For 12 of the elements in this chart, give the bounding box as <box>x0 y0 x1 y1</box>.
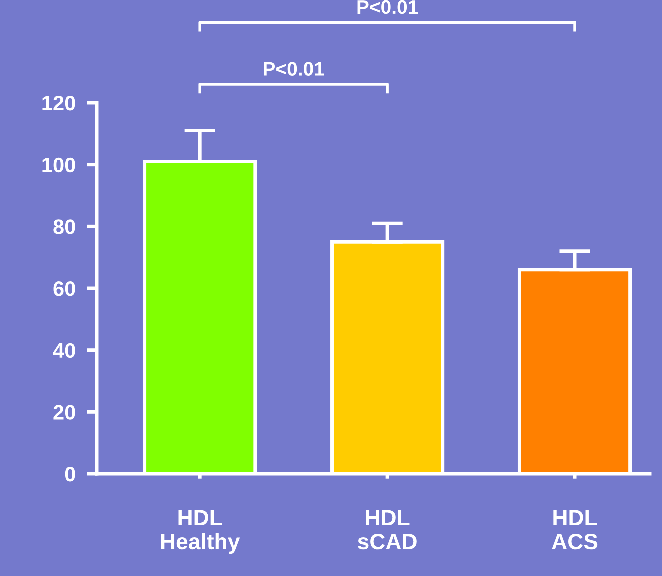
text: P<0.01 <box>358 0 418 14</box>
x-tick-label: HDL ACS <box>552 510 598 550</box>
y-tick-label: 0 <box>65 467 76 482</box>
y-tick-label: 60 <box>54 282 76 296</box>
y-tick-label: 80 <box>54 220 76 234</box>
y-tick-label: 100 <box>42 158 76 173</box>
y-tick-label: 40 <box>53 343 76 358</box>
x-tick-label: HDL sCAD <box>358 510 417 550</box>
x-tick-label: HDL Healthy <box>161 510 240 554</box>
y-tick-label: 20 <box>54 405 76 420</box>
text: P<0.01 <box>264 62 324 76</box>
y-tick-label: 120 <box>42 96 76 111</box>
